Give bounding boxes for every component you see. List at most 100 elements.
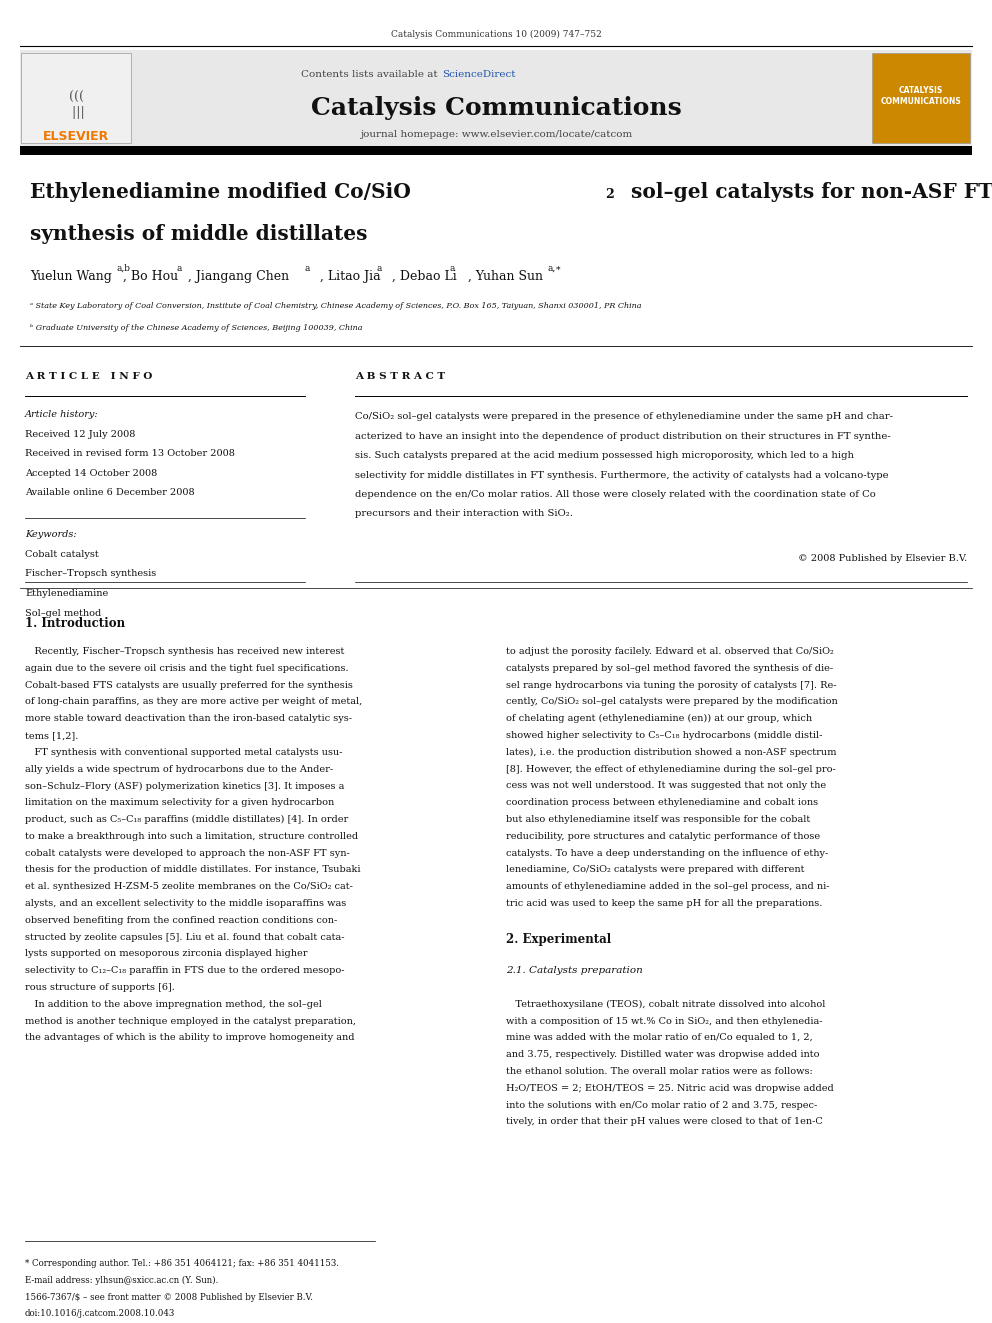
Text: reducibility, pore structures and catalytic performance of those: reducibility, pore structures and cataly… [506, 832, 820, 841]
Text: selectivity for middle distillates in FT synthesis. Furthermore, the activity of: selectivity for middle distillates in FT… [355, 471, 889, 479]
Text: Cobalt catalyst: Cobalt catalyst [25, 550, 99, 560]
Text: tively, in order that their pH values were closed to that of 1en-C: tively, in order that their pH values we… [506, 1118, 822, 1126]
Text: E-mail address: ylhsun@sxicc.ac.cn (Y. Sun).: E-mail address: ylhsun@sxicc.ac.cn (Y. S… [25, 1275, 218, 1285]
Text: acterized to have an insight into the dependence of product distribution on thei: acterized to have an insight into the de… [355, 431, 891, 441]
Text: Received in revised form 13 October 2008: Received in revised form 13 October 2008 [25, 450, 235, 459]
Text: structed by zeolite capsules [5]. Liu et al. found that cobalt cata-: structed by zeolite capsules [5]. Liu et… [25, 933, 344, 942]
Text: product, such as C₅–C₁₈ paraffins (middle distillates) [4]. In order: product, such as C₅–C₁₈ paraffins (middl… [25, 815, 348, 824]
Text: , Litao Jia: , Litao Jia [320, 270, 381, 283]
Text: catalysts. To have a deep understanding on the influence of ethy-: catalysts. To have a deep understanding … [506, 848, 828, 857]
Text: Ethylenediamine modified Co/SiO: Ethylenediamine modified Co/SiO [30, 183, 411, 202]
Text: catalysts prepared by sol–gel method favored the synthesis of die-: catalysts prepared by sol–gel method fav… [506, 664, 833, 673]
Text: journal homepage: www.elsevier.com/locate/catcom: journal homepage: www.elsevier.com/locat… [360, 130, 632, 139]
Text: tric acid was used to keep the same pH for all the preparations.: tric acid was used to keep the same pH f… [506, 900, 822, 908]
Text: mine was added with the molar ratio of en/Co equaled to 1, 2,: mine was added with the molar ratio of e… [506, 1033, 812, 1043]
Text: sel range hydrocarbons via tuning the porosity of catalysts [7]. Re-: sel range hydrocarbons via tuning the po… [506, 680, 836, 689]
Text: , Jiangang Chen: , Jiangang Chen [188, 270, 289, 283]
Text: ally yields a wide spectrum of hydrocarbons due to the Ander-: ally yields a wide spectrum of hydrocarb… [25, 765, 333, 774]
Text: a,b: a,b [116, 265, 130, 273]
Text: , Bo Hou: , Bo Hou [123, 270, 179, 283]
Text: sol–gel catalysts for non-ASF FT: sol–gel catalysts for non-ASF FT [624, 183, 992, 202]
Text: of long-chain paraffins, as they are more active per weight of metal,: of long-chain paraffins, as they are mor… [25, 697, 362, 706]
Text: Fischer–Tropsch synthesis: Fischer–Tropsch synthesis [25, 569, 157, 578]
Text: lates), i.e. the production distribution showed a non-ASF spectrum: lates), i.e. the production distribution… [506, 747, 836, 757]
Text: limitation on the maximum selectivity for a given hydrocarbon: limitation on the maximum selectivity fo… [25, 798, 334, 807]
Text: son–Schulz–Flory (ASF) polymerization kinetics [3]. It imposes a: son–Schulz–Flory (ASF) polymerization ki… [25, 782, 344, 791]
Text: to adjust the porosity facilely. Edward et al. observed that Co/SiO₂: to adjust the porosity facilely. Edward … [506, 647, 833, 656]
Text: , Yuhan Sun: , Yuhan Sun [468, 270, 543, 283]
Text: (((
 |||: ((( ||| [67, 91, 84, 119]
Text: 1. Introduction: 1. Introduction [25, 617, 125, 630]
Text: FT synthesis with conventional supported metal catalysts usu-: FT synthesis with conventional supported… [25, 747, 342, 757]
Text: doi:10.1016/j.catcom.2008.10.043: doi:10.1016/j.catcom.2008.10.043 [25, 1308, 176, 1318]
Text: CATALYSIS
COMMUNICATIONS: CATALYSIS COMMUNICATIONS [881, 86, 961, 106]
Text: precursors and their interaction with SiO₂.: precursors and their interaction with Si… [355, 509, 572, 519]
Text: Cobalt-based FTS catalysts are usually preferred for the synthesis: Cobalt-based FTS catalysts are usually p… [25, 680, 353, 689]
Text: thesis for the production of middle distillates. For instance, Tsubaki: thesis for the production of middle dist… [25, 865, 360, 875]
Text: but also ethylenediamine itself was responsible for the cobalt: but also ethylenediamine itself was resp… [506, 815, 810, 824]
Text: © 2008 Published by Elsevier B.V.: © 2008 Published by Elsevier B.V. [798, 554, 967, 564]
Text: observed benefiting from the confined reaction conditions con-: observed benefiting from the confined re… [25, 916, 337, 925]
Text: Ethylenediamine: Ethylenediamine [25, 589, 108, 598]
Text: tems [1,2].: tems [1,2]. [25, 732, 78, 740]
Text: Catalysis Communications: Catalysis Communications [310, 97, 682, 120]
Text: H₂O/TEOS = 2; EtOH/TEOS = 25. Nitric acid was dropwise added: H₂O/TEOS = 2; EtOH/TEOS = 25. Nitric aci… [506, 1084, 833, 1093]
Bar [872, 53, 970, 143]
Text: [8]. However, the effect of ethylenediamine during the sol–gel pro-: [8]. However, the effect of ethylenediam… [506, 765, 835, 774]
Text: 2. Experimental: 2. Experimental [506, 933, 611, 946]
Text: alysts, and an excellent selectivity to the middle isoparaffins was: alysts, and an excellent selectivity to … [25, 900, 346, 908]
Text: lysts supported on mesoporous zirconia displayed higher: lysts supported on mesoporous zirconia d… [25, 950, 308, 958]
Text: Accepted 14 October 2008: Accepted 14 October 2008 [25, 468, 158, 478]
Text: the advantages of which is the ability to improve homogeneity and: the advantages of which is the ability t… [25, 1033, 354, 1043]
Bar [20, 50, 972, 149]
Text: et al. synthesized H-ZSM-5 zeolite membranes on the Co/SiO₂ cat-: et al. synthesized H-ZSM-5 zeolite membr… [25, 882, 353, 892]
Text: ScienceDirect: ScienceDirect [442, 70, 516, 79]
Text: method is another technique employed in the catalyst preparation,: method is another technique employed in … [25, 1016, 356, 1025]
Text: more stable toward deactivation than the iron-based catalytic sys-: more stable toward deactivation than the… [25, 714, 352, 724]
Text: Article history:: Article history: [25, 410, 98, 419]
Text: ELSEVIER: ELSEVIER [43, 130, 109, 143]
Text: 2.1. Catalysts preparation: 2.1. Catalysts preparation [506, 966, 643, 975]
Text: Co/SiO₂ sol–gel catalysts were prepared in the presence of ethylenediamine under: Co/SiO₂ sol–gel catalysts were prepared … [355, 411, 893, 421]
Bar [20, 146, 972, 155]
Text: Catalysis Communications 10 (2009) 747–752: Catalysis Communications 10 (2009) 747–7… [391, 30, 601, 40]
Text: , Debao Li: , Debao Li [392, 270, 456, 283]
Text: 2: 2 [605, 188, 614, 201]
Text: Yuelun Wang: Yuelun Wang [30, 270, 112, 283]
Text: to make a breakthrough into such a limitation, structure controlled: to make a breakthrough into such a limit… [25, 832, 358, 841]
Text: Received 12 July 2008: Received 12 July 2008 [25, 430, 135, 439]
Text: a: a [304, 265, 310, 273]
Text: with a composition of 15 wt.% Co in SiO₂, and then ethylenedia-: with a composition of 15 wt.% Co in SiO₂… [506, 1016, 822, 1025]
Text: a: a [176, 265, 182, 273]
Text: A B S T R A C T: A B S T R A C T [355, 372, 445, 381]
Text: rous structure of supports [6].: rous structure of supports [6]. [25, 983, 175, 992]
Text: ᵃ State Key Laboratory of Coal Conversion, Institute of Coal Chemistry, Chinese : ᵃ State Key Laboratory of Coal Conversio… [30, 302, 642, 310]
Text: cently, Co/SiO₂ sol–gel catalysts were prepared by the modification: cently, Co/SiO₂ sol–gel catalysts were p… [506, 697, 838, 706]
Text: * Corresponding author. Tel.: +86 351 4064121; fax: +86 351 4041153.: * Corresponding author. Tel.: +86 351 40… [25, 1259, 339, 1267]
Text: into the solutions with en/Co molar ratio of 2 and 3.75, respec-: into the solutions with en/Co molar rati… [506, 1101, 817, 1110]
Text: Recently, Fischer–Tropsch synthesis has received new interest: Recently, Fischer–Tropsch synthesis has … [25, 647, 344, 656]
Text: a,∗: a,∗ [547, 265, 561, 273]
Text: synthesis of middle distillates: synthesis of middle distillates [30, 224, 367, 243]
Text: coordination process between ethylenediamine and cobalt ions: coordination process between ethylenedia… [506, 798, 818, 807]
Text: of chelating agent (ethylenediamine (en)) at our group, which: of chelating agent (ethylenediamine (en)… [506, 714, 812, 724]
Text: again due to the severe oil crisis and the tight fuel specifications.: again due to the severe oil crisis and t… [25, 664, 348, 673]
Text: lenediamine, Co/SiO₂ catalysts were prepared with different: lenediamine, Co/SiO₂ catalysts were prep… [506, 865, 805, 875]
Text: showed higher selectivity to C₅–C₁₈ hydrocarbons (middle distil-: showed higher selectivity to C₅–C₁₈ hydr… [506, 732, 822, 740]
Text: selectivity to C₁₂–C₁₈ paraffin in FTS due to the ordered mesopo-: selectivity to C₁₂–C₁₈ paraffin in FTS d… [25, 966, 344, 975]
Text: sis. Such catalysts prepared at the acid medium possessed high microporosity, wh: sis. Such catalysts prepared at the acid… [355, 451, 854, 460]
Text: ᵇ Graduate University of the Chinese Academy of Sciences, Beijing 100039, China: ᵇ Graduate University of the Chinese Aca… [30, 324, 362, 332]
Text: a: a [449, 265, 454, 273]
Text: and 3.75, respectively. Distilled water was dropwise added into: and 3.75, respectively. Distilled water … [506, 1050, 819, 1060]
Text: a: a [376, 265, 381, 273]
Text: 1566-7367/$ – see front matter © 2008 Published by Elsevier B.V.: 1566-7367/$ – see front matter © 2008 Pu… [25, 1293, 313, 1302]
Text: A R T I C L E   I N F O: A R T I C L E I N F O [25, 372, 153, 381]
Text: Contents lists available at: Contents lists available at [302, 70, 441, 79]
Text: Tetraethoxysilane (TEOS), cobalt nitrate dissolved into alcohol: Tetraethoxysilane (TEOS), cobalt nitrate… [506, 1000, 825, 1009]
Text: In addition to the above impregnation method, the sol–gel: In addition to the above impregnation me… [25, 1000, 321, 1009]
Text: amounts of ethylenediamine added in the sol–gel process, and ni-: amounts of ethylenediamine added in the … [506, 882, 829, 892]
Text: cobalt catalysts were developed to approach the non-ASF FT syn-: cobalt catalysts were developed to appro… [25, 848, 350, 857]
Text: Keywords:: Keywords: [25, 531, 76, 538]
Text: the ethanol solution. The overall molar ratios were as follows:: the ethanol solution. The overall molar … [506, 1068, 812, 1076]
Text: Sol–gel method: Sol–gel method [25, 609, 101, 618]
